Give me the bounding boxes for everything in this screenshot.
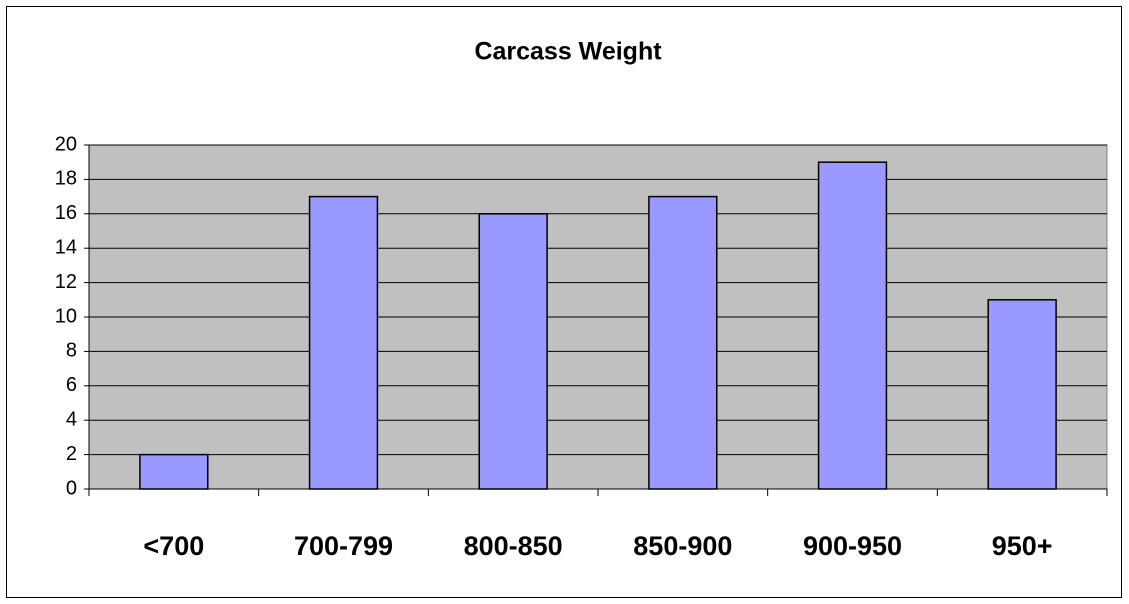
bar xyxy=(139,453,209,490)
x-tick-label: 800-850 xyxy=(464,531,563,561)
y-tick-label: 0 xyxy=(66,477,77,499)
x-tick-label: 950+ xyxy=(992,531,1053,561)
y-tick-label: 6 xyxy=(66,374,77,396)
y-tick-label: 8 xyxy=(66,340,77,362)
chart-title: Carcass Weight xyxy=(474,38,662,66)
y-tick-label: 20 xyxy=(55,133,77,155)
y-tick-label: 4 xyxy=(66,408,77,430)
bar xyxy=(478,213,548,490)
x-tick-label: 900-950 xyxy=(803,531,902,561)
y-tick-label: 18 xyxy=(55,168,77,190)
x-tick-label: <700 xyxy=(143,531,204,561)
bar xyxy=(817,161,888,490)
x-tick-label: 700-799 xyxy=(294,531,393,561)
x-tick-label: 850-900 xyxy=(633,531,732,561)
y-tick-label: 12 xyxy=(55,271,77,293)
y-tick-label: 2 xyxy=(66,443,77,465)
bar xyxy=(648,195,718,490)
y-tick-label: 16 xyxy=(55,202,77,224)
y-tick-label: 14 xyxy=(55,236,77,258)
y-tick-label: 10 xyxy=(55,305,77,327)
bar xyxy=(987,299,1057,490)
bar xyxy=(308,195,379,490)
